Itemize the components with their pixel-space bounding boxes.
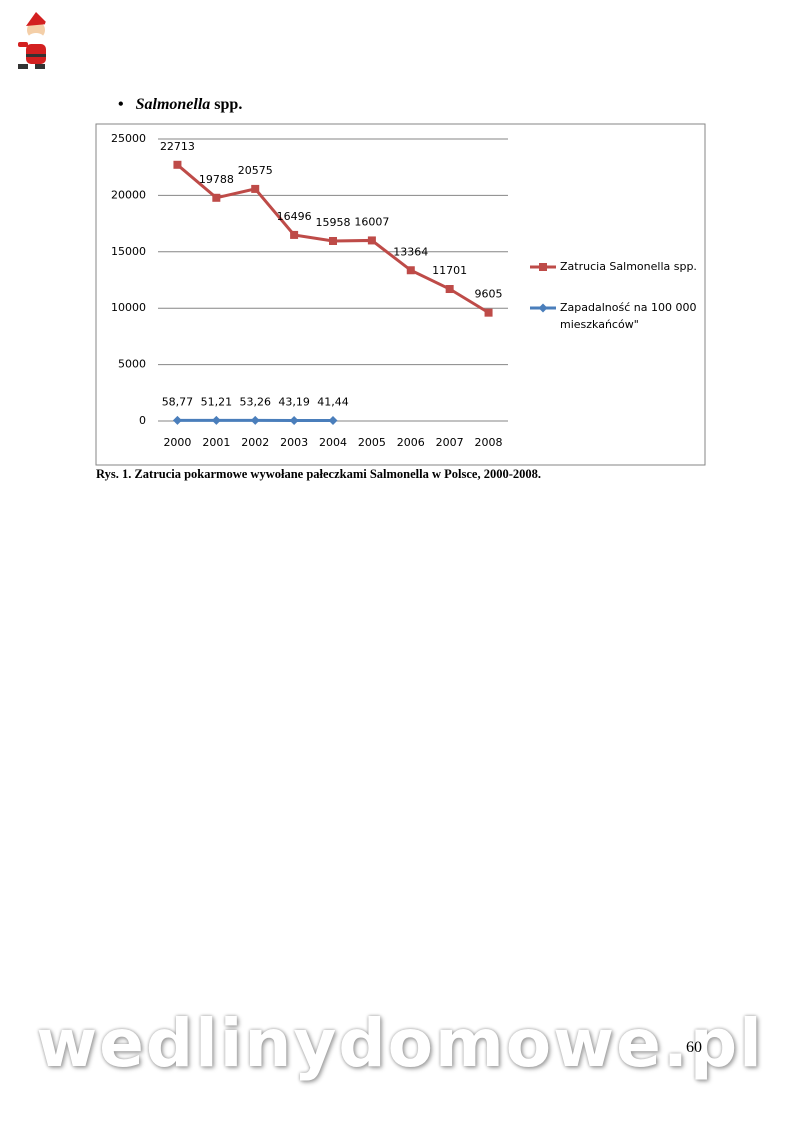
data-label: 53,26 [239, 395, 271, 408]
y-tick-label: 15000 [111, 245, 146, 258]
marker [367, 236, 376, 245]
santa-icon [18, 12, 51, 69]
marker [484, 308, 493, 317]
data-label: 22713 [160, 140, 195, 153]
y-tick-label: 10000 [111, 301, 146, 314]
marker [329, 236, 337, 245]
data-label: 19788 [199, 173, 234, 186]
data-label: 11701 [432, 264, 467, 277]
marker [212, 193, 221, 202]
y-tick-label: 0 [139, 414, 146, 427]
legend-entry: Zapadalność na 100 000 mieszkańców" [560, 301, 697, 331]
data-label: 16007 [354, 215, 389, 228]
x-tick-label: 2005 [358, 436, 386, 449]
data-label: 43,19 [278, 396, 310, 409]
marker [328, 416, 338, 426]
marker [290, 230, 299, 239]
data-label: 13364 [393, 245, 428, 258]
marker [211, 415, 221, 425]
watermark: wedlinydomowe.pl [36, 1005, 764, 1082]
marker [539, 263, 547, 271]
x-tick-label: 2001 [202, 436, 230, 449]
x-tick-label: 2003 [280, 436, 308, 449]
marker [406, 266, 415, 275]
data-label: 16496 [277, 210, 312, 223]
caption: Rys. 1. Zatrucia pokarmowe wywołane pałe… [96, 467, 542, 481]
x-tick-label: 2004 [319, 436, 347, 449]
data-label: 20575 [238, 164, 273, 177]
marker [289, 416, 299, 426]
marker [251, 184, 260, 193]
y-tick-label: 5000 [118, 358, 146, 371]
marker [173, 160, 182, 169]
y-tick-label: 20000 [111, 188, 146, 201]
y-tick-label: 25000 [111, 132, 146, 145]
data-label: 51,21 [201, 395, 233, 408]
heading-italic: Salmonella [135, 96, 211, 113]
data-label: 58,77 [162, 395, 194, 408]
heading: • Salmonella spp. [118, 96, 243, 113]
heading-rest: spp. [214, 96, 243, 113]
x-tick-label: 2006 [397, 436, 425, 449]
data-label: 41,44 [317, 396, 349, 409]
marker [172, 415, 182, 425]
x-tick-label: 2008 [475, 436, 503, 449]
data-label: 9605 [475, 288, 503, 301]
marker [538, 303, 548, 313]
x-tick-label: 2007 [436, 436, 464, 449]
legend-entry: Zatrucia Salmonella spp. [560, 260, 697, 273]
page-number: 60 [686, 1039, 702, 1056]
data-label: 15958 [316, 216, 351, 229]
marker [250, 415, 260, 425]
x-tick-label: 2002 [241, 436, 269, 449]
x-tick-label: 2000 [163, 436, 191, 449]
marker [445, 285, 454, 294]
